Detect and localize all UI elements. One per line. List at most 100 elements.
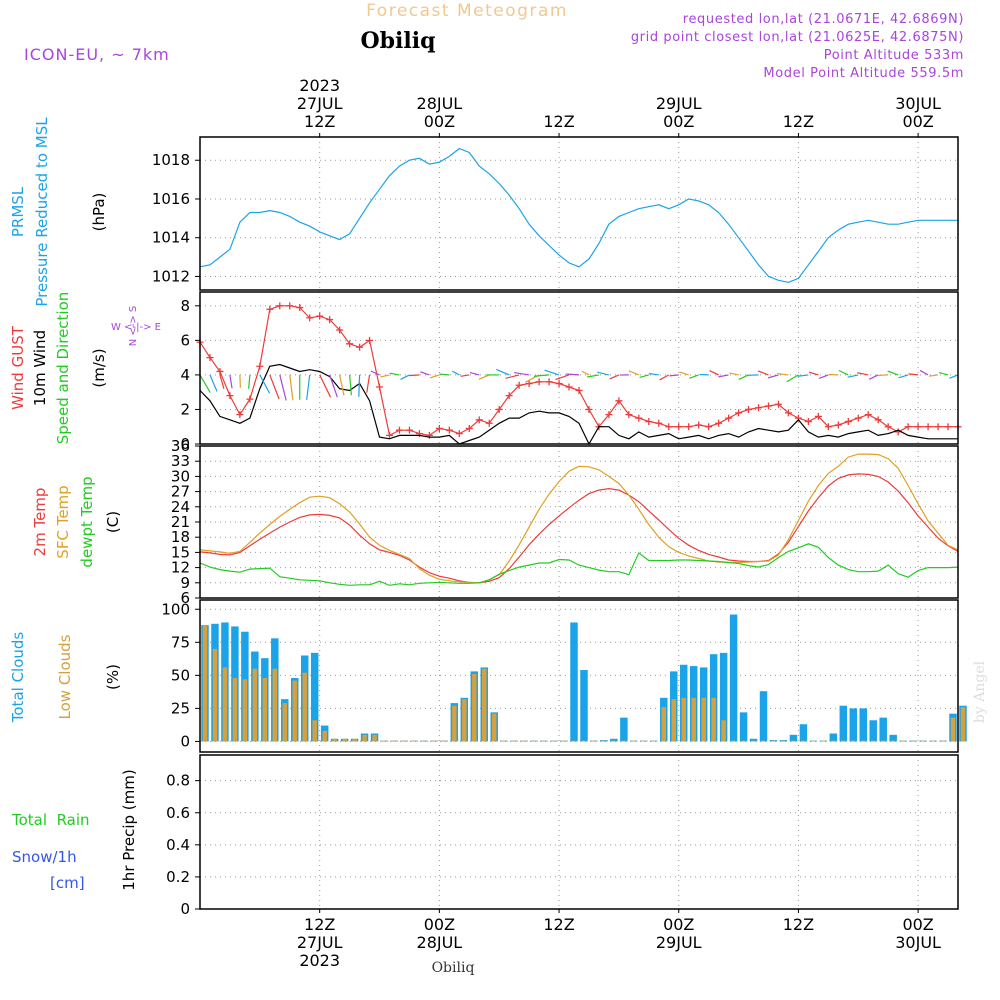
low-cloud-bar	[811, 740, 816, 742]
total-cloud-bar	[620, 717, 628, 742]
temp-ytick-label: 36	[171, 437, 190, 455]
direction-arrow	[319, 374, 332, 398]
gust-marker	[366, 336, 374, 344]
prmsl-label: PRMSL	[9, 186, 27, 237]
direction-arrow	[439, 373, 450, 376]
top-time-tick-label: 29JUL	[656, 94, 702, 113]
top-time-tick-label: 30JUL	[895, 94, 941, 113]
direction-arrow	[887, 370, 899, 376]
gust-marker	[944, 423, 952, 431]
gust-marker	[784, 409, 792, 417]
gust-marker	[615, 397, 623, 405]
direction-arrow	[808, 371, 819, 376]
low-cloud-bar	[252, 668, 258, 742]
low-cloud-bar	[312, 720, 317, 742]
gust-marker	[336, 326, 344, 334]
direction-arrow	[738, 374, 749, 381]
total-cloud-bar	[829, 733, 838, 742]
gust-marker	[675, 423, 683, 431]
gust-marker	[645, 418, 653, 426]
clouds-unit: (%)	[104, 664, 122, 690]
gust-marker	[246, 395, 254, 403]
low-cloud-bar	[950, 717, 956, 742]
gust-marker	[445, 426, 453, 434]
direction-arrow	[329, 374, 338, 398]
prmsl-long-label: Pressure Reduced to MSL	[33, 117, 51, 307]
gust-marker	[685, 423, 693, 431]
temp-unit: (C)	[104, 511, 122, 533]
direction-arrow	[639, 374, 649, 378]
precip-side-labels: Total Rain Snow/1h [cm] 1hr Precip (mm)	[11, 769, 138, 892]
clouds-ytick-label: 25	[171, 699, 190, 717]
low-cloud-bar	[841, 740, 846, 742]
pressure-unit: (hPa)	[90, 193, 108, 232]
top-time-tick-label: 12Z	[543, 112, 574, 131]
gust-marker	[655, 419, 663, 427]
gust-marker	[745, 405, 753, 413]
gust-label: Wind GUST	[9, 325, 27, 410]
low-cloud-bar	[890, 740, 896, 742]
gust-marker	[475, 416, 483, 424]
gust-marker	[635, 414, 643, 422]
gust-marker	[525, 380, 533, 388]
low-cloud-bar	[831, 740, 836, 742]
total-cloud-bar	[879, 717, 887, 742]
direction-arrow	[219, 374, 225, 389]
gust-marker	[695, 421, 703, 429]
gust-marker	[565, 383, 573, 391]
gust-marker	[346, 340, 354, 348]
direction-arrow	[777, 372, 789, 376]
direction-arrow	[566, 373, 580, 376]
low-cloud-bar	[671, 699, 676, 742]
low-cloud-bar	[601, 740, 607, 742]
low-cloud-bar	[282, 703, 288, 742]
direction-arrow	[877, 374, 889, 377]
gust-marker	[804, 418, 812, 426]
direction-label: Speed and Direction	[54, 292, 72, 445]
low-cloud-bar	[930, 740, 936, 742]
direction-arrow	[718, 374, 729, 378]
compass-we: W <-|-> E	[111, 322, 161, 333]
gust-marker	[824, 423, 832, 431]
direction-arrow	[597, 371, 610, 376]
low-cloud-bar	[272, 668, 278, 742]
low-cloud-bar	[621, 740, 627, 742]
direction-arrow	[339, 374, 345, 396]
gust-marker	[286, 302, 294, 310]
direction-arrow	[908, 373, 919, 376]
sfc-temp-label: SFC Temp	[54, 485, 72, 558]
clouds-ytick-label: 50	[171, 666, 190, 684]
gust-marker	[864, 411, 872, 419]
direction-arrow	[609, 374, 620, 380]
low-cloud-bar	[302, 672, 307, 742]
gust-marker	[405, 426, 413, 434]
temp-ytick-label: 21	[171, 513, 190, 531]
direction-arrow	[451, 370, 460, 376]
gust-marker	[485, 419, 493, 427]
gust-marker	[814, 412, 822, 420]
direction-arrow	[729, 372, 739, 376]
temp-ytick-label: 30	[171, 467, 190, 485]
precip-ytick-label: 0	[180, 900, 190, 918]
gust-marker	[854, 414, 862, 422]
temp-ytick-label: 18	[171, 528, 190, 546]
temp-ytick-label: 33	[171, 452, 190, 470]
gust-marker	[834, 421, 842, 429]
direction-arrow	[269, 374, 280, 400]
temp-side-labels: 2m Temp SFC Temp dewpt Temp (C)	[31, 476, 122, 567]
gust-marker	[914, 423, 922, 431]
direction-arrow	[949, 374, 959, 379]
low-cloud-bar	[801, 740, 806, 742]
header-title-top: Forecast Meteogram	[366, 1, 568, 21]
top-time-tick-label: 12Z	[304, 112, 335, 131]
wind-ytick-label: 0	[180, 435, 190, 453]
gust-marker	[256, 362, 264, 370]
gust-marker	[226, 392, 234, 400]
direction-arrow	[544, 369, 560, 376]
gust-marker	[585, 405, 593, 413]
gust-marker	[306, 314, 314, 322]
gust-marker	[356, 343, 364, 351]
clouds-ytick-label: 100	[161, 600, 190, 618]
total-cloud-bar	[759, 691, 768, 742]
